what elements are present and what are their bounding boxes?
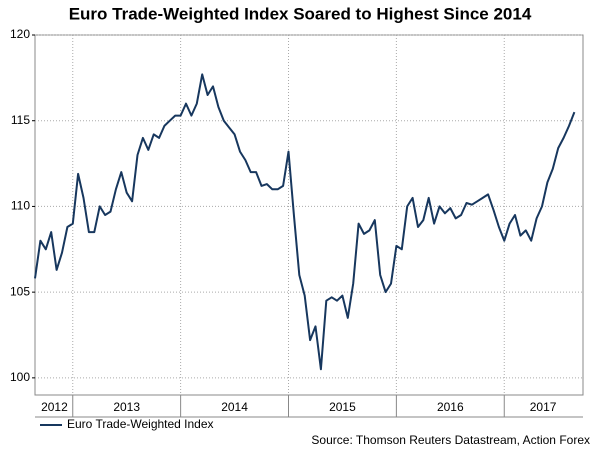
x-tick-label: 2014 <box>221 400 248 414</box>
plot-area <box>34 34 584 396</box>
y-tick-label: 100 <box>10 370 30 384</box>
y-tick-label: 120 <box>10 27 30 41</box>
x-tick-label: 2012 <box>41 400 68 414</box>
x-tick-label: 2015 <box>329 400 356 414</box>
data-line <box>34 73 576 371</box>
legend-label: Euro Trade-Weighted Index <box>67 417 214 431</box>
x-tick-label: 2013 <box>113 400 140 414</box>
y-tick-label: 115 <box>11 113 30 127</box>
x-tick-label: 2016 <box>437 400 464 414</box>
x-tick-label: 2017 <box>530 400 557 414</box>
source-note: Source: Thomson Reuters Datastream, Acti… <box>311 433 590 447</box>
y-tick-label: 110 <box>11 199 30 213</box>
y-tick-label: 105 <box>10 284 30 298</box>
chart-title: Euro Trade-Weighted Index Soared to High… <box>69 4 532 23</box>
